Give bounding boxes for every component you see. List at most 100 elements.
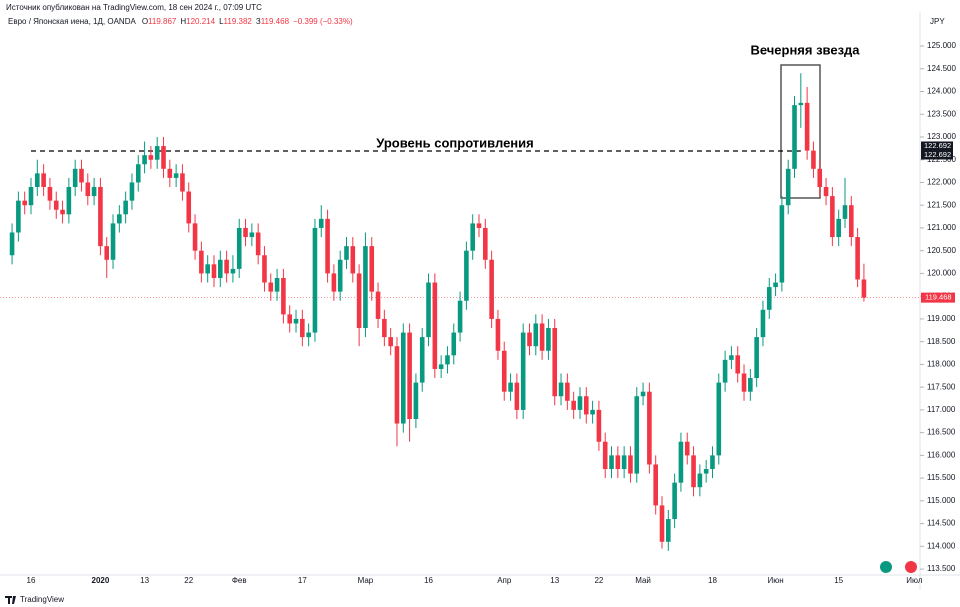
candle-body	[773, 282, 778, 288]
x-tick-label: 15	[834, 576, 843, 585]
candle-body	[609, 455, 614, 470]
candle-body	[66, 187, 72, 215]
candle-body	[842, 205, 848, 219]
candle-body	[306, 332, 311, 338]
candle-body	[337, 259, 343, 292]
candle-body	[192, 223, 198, 251]
candle-body	[161, 146, 166, 169]
candle-body	[779, 205, 785, 283]
y-tick-label: 123.500	[927, 109, 956, 118]
candle-body	[72, 168, 78, 188]
y-tick-label: 120.000	[927, 269, 956, 278]
candle-body	[123, 200, 128, 215]
candle-body	[173, 173, 179, 178]
ohlc-value: 119.867	[148, 17, 177, 26]
candle-body	[400, 332, 406, 424]
candle-body	[41, 173, 46, 188]
candle-body	[571, 400, 576, 410]
candle-body	[621, 455, 627, 470]
candle-body	[236, 227, 242, 269]
candle-body	[186, 191, 192, 224]
x-tick-label: Июл	[906, 576, 923, 585]
candle-body	[647, 391, 652, 465]
candle-body	[722, 359, 728, 383]
candle-body	[53, 200, 59, 210]
candle-body	[243, 227, 248, 238]
ohlc-value: 120.214	[186, 17, 215, 26]
candle-body	[218, 259, 223, 278]
candle-body	[110, 223, 116, 260]
logo	[5, 596, 16, 604]
candle-body	[154, 146, 160, 160]
candle-body	[817, 168, 823, 188]
x-tick-label: 16	[27, 576, 36, 585]
candle-body	[432, 282, 438, 369]
candle-body	[703, 469, 709, 474]
candle-body	[47, 187, 53, 201]
price-tag	[921, 141, 953, 151]
price-tag	[921, 292, 955, 303]
candle-body	[527, 332, 532, 347]
candle-body	[104, 246, 110, 260]
y-tick-label: 120.500	[927, 246, 956, 255]
y-tick-label: 113.500	[927, 564, 956, 573]
y-tick-label: 115.500	[927, 473, 956, 482]
candle-body	[855, 237, 860, 280]
y-tick-label: 115.000	[927, 496, 956, 505]
candle-body	[508, 382, 513, 392]
price-tag-label: 122.692	[924, 141, 951, 150]
brand: TradingView	[20, 595, 64, 604]
x-tick-label: Июн	[767, 576, 783, 585]
candle-body	[659, 505, 665, 542]
annotation: Вечерняя звезда	[750, 42, 860, 57]
candle-body	[710, 455, 715, 470]
x-tick-label: Май	[635, 576, 651, 585]
candle-body	[318, 218, 324, 228]
x-tick-label: 22	[594, 576, 603, 585]
change: −0.399 (−0.33%)	[293, 17, 353, 26]
candle-body	[785, 168, 791, 206]
y-tick-label: 116.000	[927, 450, 956, 459]
candle-body	[804, 102, 810, 151]
price-tag	[921, 150, 953, 160]
candle-body	[558, 382, 564, 397]
icon	[905, 561, 917, 573]
y-tick-label: 114.000	[927, 541, 956, 550]
y-tick-label: 114.500	[927, 519, 956, 528]
x-tick-label: 2020	[92, 576, 110, 585]
candle-body	[268, 282, 274, 292]
candle-body	[85, 182, 91, 197]
candle-body	[666, 519, 671, 542]
candle-body	[546, 328, 551, 351]
candle-body	[224, 259, 229, 274]
y-tick-label: 116.500	[927, 428, 956, 437]
candle-body	[760, 309, 766, 338]
candle-body	[167, 168, 173, 178]
candle-body	[495, 318, 501, 351]
candle-body	[325, 218, 330, 274]
candle-body	[716, 382, 722, 456]
y-tick-label: 117.000	[927, 405, 956, 414]
candle-body	[823, 187, 829, 197]
y-tick-label: 121.000	[927, 223, 956, 232]
candle-body	[135, 164, 141, 183]
candle-body	[754, 337, 759, 379]
candle-body	[211, 264, 217, 278]
y-tick-label: 119.000	[927, 314, 956, 323]
ohlc-value: 119.468	[261, 17, 290, 26]
candle-body	[255, 232, 261, 256]
candle-body	[451, 332, 457, 356]
price-tag-label: 122.692	[924, 150, 951, 159]
candle-body	[457, 300, 463, 333]
candle-body	[520, 332, 526, 410]
candle-body	[565, 382, 570, 401]
candle-body	[331, 273, 337, 292]
candle-body	[735, 355, 741, 374]
candle-body	[375, 291, 381, 319]
ohlc-letter: L	[219, 17, 224, 26]
candle-body	[552, 328, 558, 397]
ohlc-letter: Н	[180, 17, 186, 26]
pattern-box	[780, 64, 821, 199]
